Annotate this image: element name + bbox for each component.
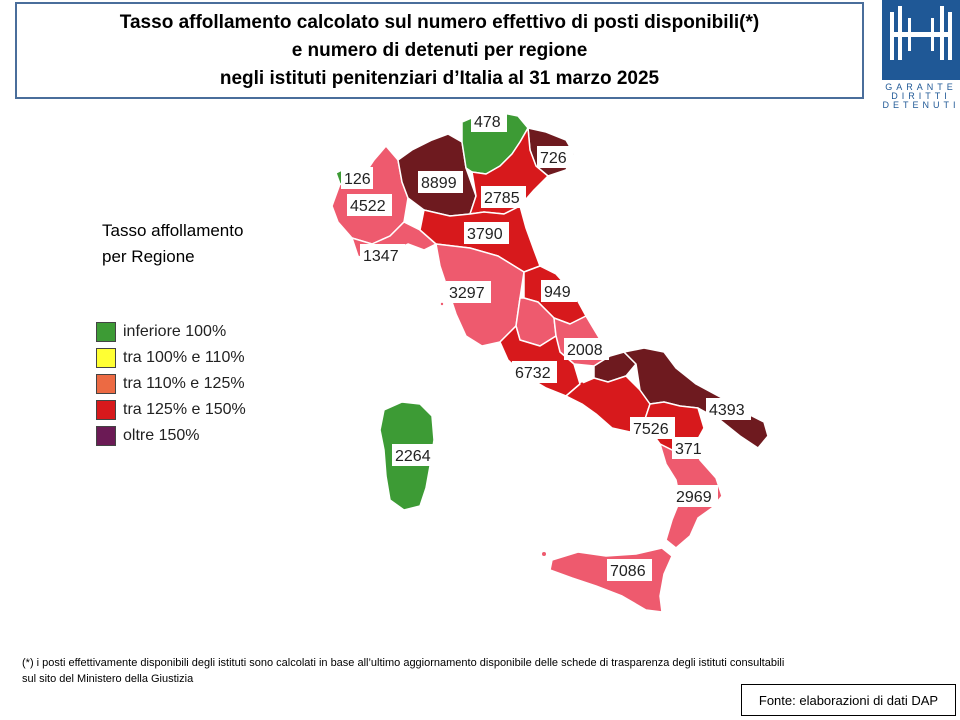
label-friuli: 726 (537, 146, 573, 168)
footnote: (*) i posti effettivamente disponibili d… (22, 655, 942, 687)
island-tuscan (440, 302, 444, 306)
value-marche: 949 (544, 284, 571, 301)
legend-swatch (96, 374, 116, 394)
island-egadi (542, 552, 546, 556)
legend-label: inferiore 100% (123, 323, 227, 340)
logo-text-2: DIRITTI (891, 91, 951, 101)
value-piemonte: 4522 (350, 198, 386, 215)
value-lazio: 6732 (515, 365, 551, 382)
value-abruzzo: 2008 (567, 342, 603, 359)
logo-emblem (882, 0, 960, 80)
title-line-3: negli istituti penitenziari d’Italia al … (219, 67, 660, 89)
value-friuli: 726 (540, 150, 567, 167)
label-liguria: 1347 (360, 244, 405, 266)
footnote-line-2: sul sito del Ministero della Giustizia (22, 673, 194, 685)
label-toscana: 3297 (446, 281, 491, 303)
legend-label: tra 100% e 110% (123, 349, 245, 366)
label-marche: 949 (541, 280, 577, 302)
legend-title: Tasso affollamento per Regione (102, 221, 244, 266)
title-line-2: e numero di detenuti per regione (291, 39, 588, 61)
legend: inferiore 100% tra 100% e 110% tra 110% … (96, 319, 246, 449)
value-puglia: 4393 (709, 402, 745, 419)
italy-map: 126 4522 1347 8899 478 726 2785 3790 329… (331, 110, 769, 613)
value-basilicata: 371 (675, 441, 702, 458)
value-campania: 7526 (633, 421, 669, 438)
label-calabria: 2969 (673, 485, 718, 507)
source-text: Fonte: elaborazioni di dati DAP (758, 692, 939, 708)
legend-item-125-150: tra 125% e 150% (96, 397, 246, 423)
island-sardinia-west (386, 456, 390, 460)
source-box: Fonte: elaborazioni di dati DAP (741, 684, 956, 716)
garante-logo: GARANTE DIRITTI DETENUTI (882, 0, 960, 110)
legend-item-110-125: tra 110% e 125% (96, 371, 246, 397)
title-box: Tasso affollamento calcolato sul numero … (15, 2, 864, 99)
legend-swatch (96, 348, 116, 368)
label-emilia: 3790 (464, 222, 509, 244)
legend-item-100-110: tra 100% e 110% (96, 345, 246, 371)
label-puglia: 4393 (706, 398, 751, 420)
title-line-1: Tasso affollamento calcolato sul numero … (119, 11, 760, 33)
value-trentino: 478 (474, 114, 501, 131)
value-lombardia: 8899 (421, 175, 457, 192)
value-veneto: 2785 (484, 190, 520, 207)
legend-swatch (96, 322, 116, 342)
value-liguria: 1347 (363, 248, 399, 265)
legend-label: oltre 150% (123, 427, 200, 444)
value-valle-daosta: 126 (344, 171, 371, 188)
label-abruzzo: 2008 (564, 338, 609, 360)
legend-swatch (96, 426, 116, 446)
label-basilicata: 371 (672, 437, 708, 459)
label-trentino: 478 (471, 110, 507, 132)
legend-item-below-100: inferiore 100% (96, 319, 246, 345)
legend-label: tra 125% e 150% (123, 401, 246, 418)
label-lombardia: 8899 (418, 171, 463, 193)
value-calabria: 2969 (676, 489, 712, 506)
value-sardegna: 2264 (395, 448, 431, 465)
legend-label: tra 110% e 125% (123, 375, 245, 392)
logo-text-1: GARANTE (885, 82, 957, 92)
label-campania: 7526 (630, 417, 675, 439)
label-piemonte: 4522 (347, 194, 392, 216)
value-toscana: 3297 (449, 285, 485, 302)
value-sicilia: 7086 (610, 563, 646, 580)
label-sicilia: 7086 (607, 559, 652, 581)
legend-item-over-150: oltre 150% (96, 423, 246, 449)
label-veneto: 2785 (481, 186, 526, 208)
label-valle-daosta: 126 (341, 167, 373, 189)
legend-swatch (96, 400, 116, 420)
logo-text-3: DETENUTI (882, 100, 960, 110)
footnote-line-1: (*) i posti effettivamente disponibili d… (22, 657, 785, 669)
island-ischia (580, 382, 584, 386)
logo-emblem-icon (890, 6, 952, 60)
value-emilia: 3790 (467, 226, 503, 243)
label-lazio: 6732 (512, 361, 557, 383)
label-sardegna: 2264 (392, 444, 437, 466)
